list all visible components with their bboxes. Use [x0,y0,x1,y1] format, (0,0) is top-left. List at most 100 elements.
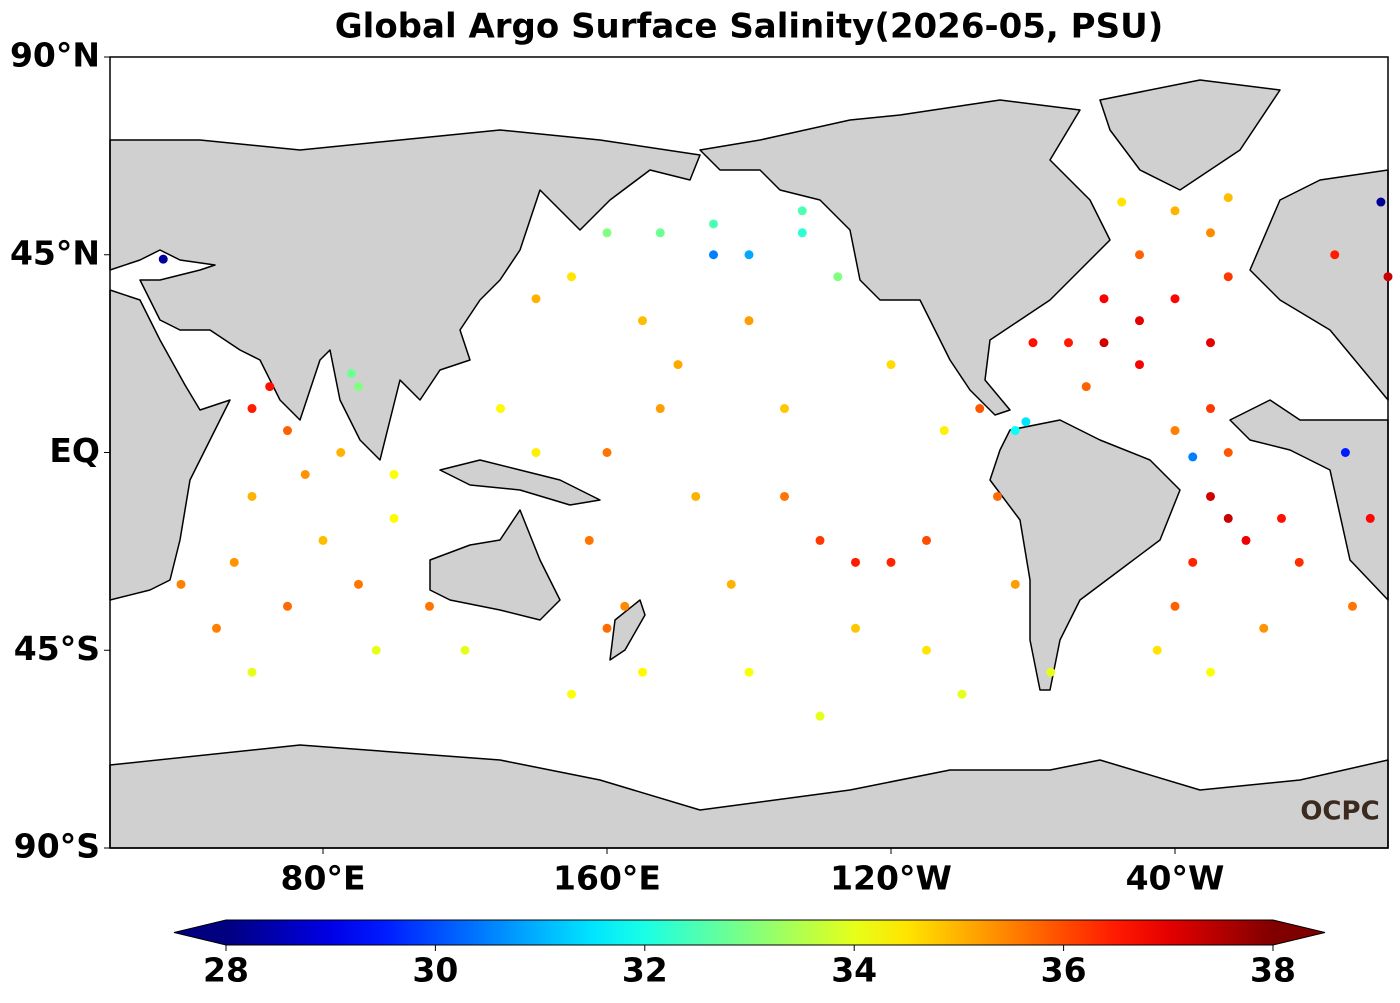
float-point [1223,193,1233,203]
float-point [797,228,807,238]
float-point [247,404,257,414]
float-point [1135,360,1144,370]
float-point [1365,513,1375,523]
colorbar-tick-label: 38 [1250,951,1296,990]
y-tick-label: 45°N [10,233,100,272]
float-point [1028,338,1038,348]
float-point [176,579,186,589]
float-point [1046,667,1056,677]
float-point [283,426,292,436]
float-point [1135,316,1144,326]
float-point [1117,197,1127,207]
x-tick-label: 120°W [830,859,952,898]
float-point [300,469,310,479]
float-point [602,623,612,633]
colorbar-tick-label: 34 [831,951,877,990]
float-point [655,404,665,414]
float-point [1206,228,1215,238]
float-point [744,250,754,260]
float-point [726,579,736,589]
watermark: OCPC [1300,797,1379,827]
float-point [247,491,257,501]
float-point [1223,513,1233,523]
float-point [815,711,825,721]
y-tick-label: 90°N [10,36,100,75]
float-point [1099,338,1109,348]
float-point [655,228,665,238]
float-point [1294,557,1304,567]
float-point [354,382,363,392]
float-point [567,272,576,282]
float-point [346,368,356,378]
float-point [1135,250,1144,260]
float-point [1170,206,1180,216]
float-point [1170,294,1180,304]
float-point [922,535,931,545]
float-point [1170,426,1180,436]
float-point [602,448,612,457]
float-point [1340,448,1350,457]
x-tick-label: 40°W [1126,859,1225,898]
float-point [886,557,896,567]
float-point [531,294,541,304]
float-point [638,667,647,677]
float-point [389,469,399,479]
chart-title: Global Argo Surface Salinity(2026-05, PS… [335,7,1163,47]
colorbar-tick-label: 36 [1041,951,1087,990]
colorbar-tick-label: 28 [203,951,249,990]
float-point [1241,535,1251,545]
float-point [1206,667,1215,677]
float-point [780,491,789,501]
float-point [336,448,346,457]
float-point [1376,197,1386,207]
float-point [1259,623,1269,633]
float-point [602,228,612,238]
y-tick-label: 90°S [14,827,100,866]
float-point [158,254,168,264]
float-point [975,404,985,414]
float-point [833,272,843,282]
colorbar-extend-high [1273,920,1325,945]
float-point [1277,513,1286,523]
float-point [1330,250,1340,260]
float-point [620,601,630,611]
float-point [460,645,470,655]
float-point [354,579,363,589]
float-point [1206,404,1215,414]
float-point [229,557,239,567]
float-point [815,535,825,545]
float-point [1010,426,1020,436]
float-point [318,535,328,545]
float-point [638,316,647,326]
float-point [780,404,789,414]
float-point [584,535,594,545]
colorbar [226,920,1273,945]
float-point [425,601,434,611]
float-point [371,645,381,655]
float-point [1021,417,1031,427]
float-point [1081,382,1091,392]
float-point [283,601,292,611]
y-tick-label: 45°S [14,629,100,668]
float-point [1152,645,1162,655]
float-point [851,623,860,633]
float-point [1223,448,1233,457]
float-point [691,491,701,501]
float-point [1170,601,1180,611]
float-point [1188,452,1198,462]
float-point [1010,579,1020,589]
float-point [567,689,576,699]
float-point [709,219,718,229]
float-point [1348,601,1357,611]
float-point [744,667,754,677]
float-point [212,623,221,633]
float-point [886,360,896,370]
float-point [1206,338,1215,348]
float-point [1064,338,1073,348]
colorbar-tick-label: 32 [622,951,668,990]
float-point [1188,557,1198,567]
float-point [247,667,257,677]
float-point [531,448,541,457]
float-point [939,426,949,436]
